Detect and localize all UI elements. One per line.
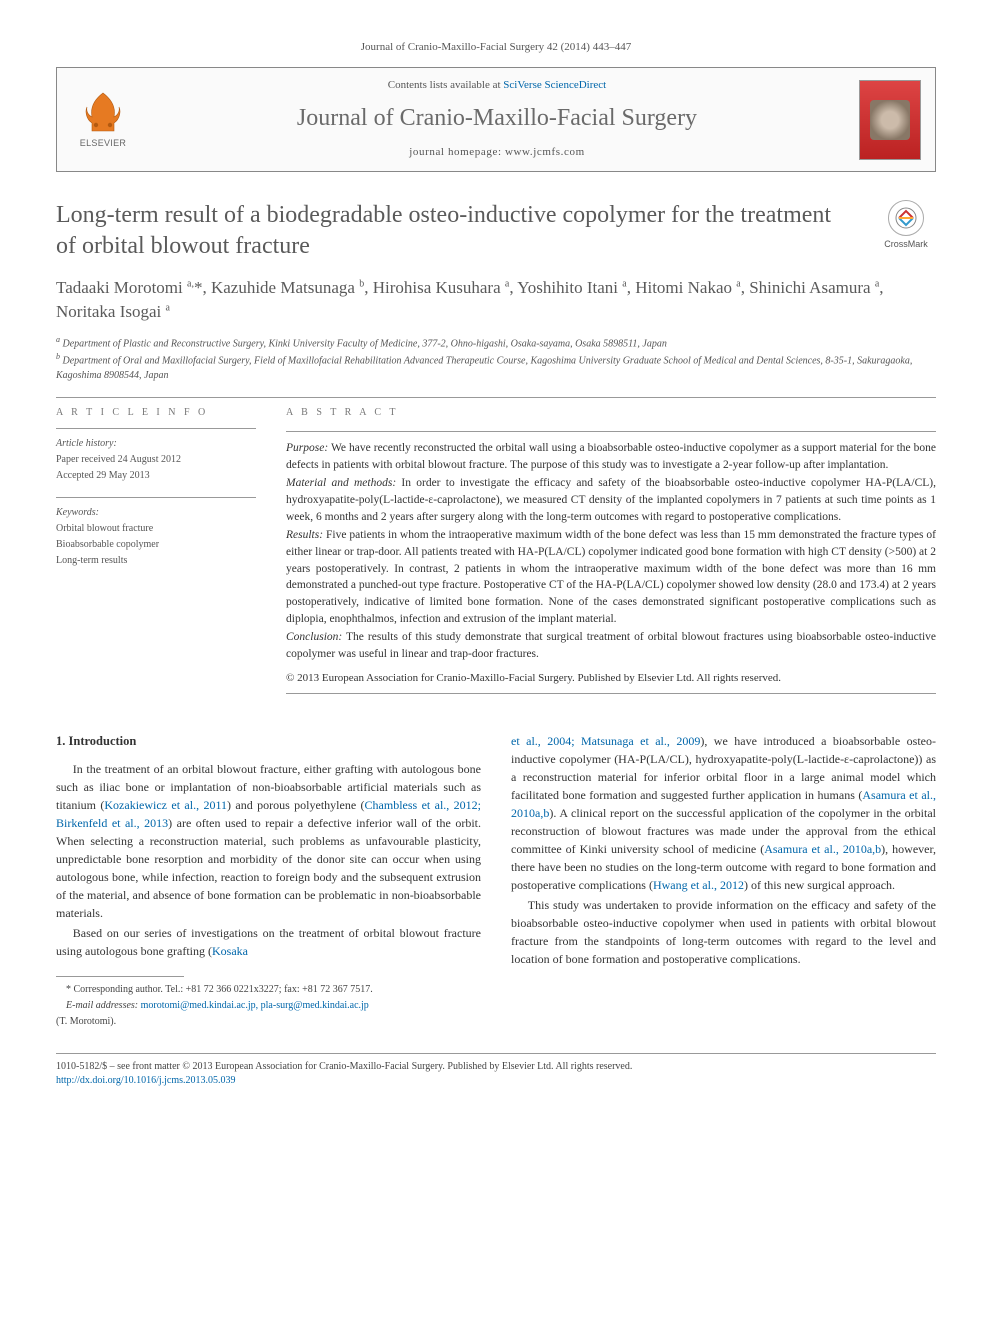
intro-para-3: et al., 2004; Matsunaga et al., 2009), w… xyxy=(511,732,936,894)
elsevier-logo: ELSEVIER xyxy=(71,84,135,156)
doi-link[interactable]: http://dx.doi.org/10.1016/j.jcms.2013.05… xyxy=(56,1075,236,1086)
journal-header: ELSEVIER Contents lists available at Sci… xyxy=(56,67,936,171)
crossmark-icon xyxy=(888,200,924,236)
affiliations: a Department of Plastic and Reconstructi… xyxy=(56,334,936,384)
page-footer: 1010-5182/$ – see front matter © 2013 Eu… xyxy=(56,1053,936,1088)
crossmark-label: CrossMark xyxy=(884,238,928,251)
homepage-url: www.jcmfs.com xyxy=(505,146,585,158)
keyword-3: Long-term results xyxy=(56,554,256,568)
email-line: E-mail addresses: morotomi@med.kindai.ac… xyxy=(56,999,481,1013)
abstract-purpose: Purpose: We have recently reconstructed … xyxy=(286,440,936,473)
keyword-2: Bioabsorbable copolymer xyxy=(56,538,256,552)
article-title: Long-term result of a biodegradable oste… xyxy=(56,200,856,262)
elsevier-tree-icon xyxy=(80,89,126,135)
article-info: A R T I C L E I N F O Article history: P… xyxy=(56,406,256,701)
crossmark-badge[interactable]: CrossMark xyxy=(876,200,936,251)
journal-cover-thumbnail xyxy=(859,80,921,160)
contents-prefix: Contents lists available at xyxy=(388,79,503,91)
body-text: 1. Introduction In the treatment of an o… xyxy=(56,732,936,1032)
divider xyxy=(56,397,936,398)
affiliation-b: b Department of Oral and Maxillofacial S… xyxy=(56,351,936,383)
footnote-separator xyxy=(56,976,184,977)
homepage-prefix: journal homepage: xyxy=(409,146,505,158)
keywords-label: Keywords: xyxy=(56,506,256,520)
abstract-results: Results: Five patients in whom the intra… xyxy=(286,527,936,627)
history-label: Article history: xyxy=(56,437,256,451)
abstract: A B S T R A C T Purpose: We have recentl… xyxy=(286,406,936,701)
keyword-1: Orbital blowout fracture xyxy=(56,522,256,536)
email-label: E-mail addresses: xyxy=(66,1000,138,1011)
footer-copyright: 1010-5182/$ – see front matter © 2013 Eu… xyxy=(56,1060,936,1074)
article-info-heading: A R T I C L E I N F O xyxy=(56,406,256,420)
sciencedirect-link[interactable]: SciVerse ScienceDirect xyxy=(503,79,606,91)
history-accepted: Accepted 29 May 2013 xyxy=(56,469,256,483)
homepage-line: journal homepage: www.jcmfs.com xyxy=(135,145,859,160)
intro-para-4: This study was undertaken to provide inf… xyxy=(511,896,936,968)
email-addresses[interactable]: morotomi@med.kindai.ac.jp, pla-surg@med.… xyxy=(141,1000,369,1011)
history-received: Paper received 24 August 2012 xyxy=(56,453,256,467)
contents-available-line: Contents lists available at SciVerse Sci… xyxy=(135,78,859,93)
intro-para-2: Based on our series of investigations on… xyxy=(56,924,481,960)
abstract-heading: A B S T R A C T xyxy=(286,406,936,421)
column-right: et al., 2004; Matsunaga et al., 2009), w… xyxy=(511,732,936,1032)
author-list: Tadaaki Morotomi a,*, Kazuhide Matsunaga… xyxy=(56,276,936,324)
affiliation-a: a Department of Plastic and Reconstructi… xyxy=(56,334,936,351)
section-1-heading: 1. Introduction xyxy=(56,732,481,751)
intro-para-1: In the treatment of an orbital blowout f… xyxy=(56,760,481,922)
email-person: (T. Morotomi). xyxy=(56,1015,481,1029)
journal-name: Journal of Cranio-Maxillo-Facial Surgery xyxy=(135,102,859,136)
corresponding-author: * Corresponding author. Tel.: +81 72 366… xyxy=(56,983,481,997)
journal-reference: Journal of Cranio-Maxillo-Facial Surgery… xyxy=(56,40,936,55)
footnotes: * Corresponding author. Tel.: +81 72 366… xyxy=(56,983,481,1029)
column-left: 1. Introduction In the treatment of an o… xyxy=(56,732,481,1032)
abstract-copyright: © 2013 European Association for Cranio-M… xyxy=(286,671,936,687)
abstract-conclusion: Conclusion: The results of this study de… xyxy=(286,629,936,662)
abstract-methods: Material and methods: In order to invest… xyxy=(286,475,936,525)
publisher-name: ELSEVIER xyxy=(80,137,126,150)
